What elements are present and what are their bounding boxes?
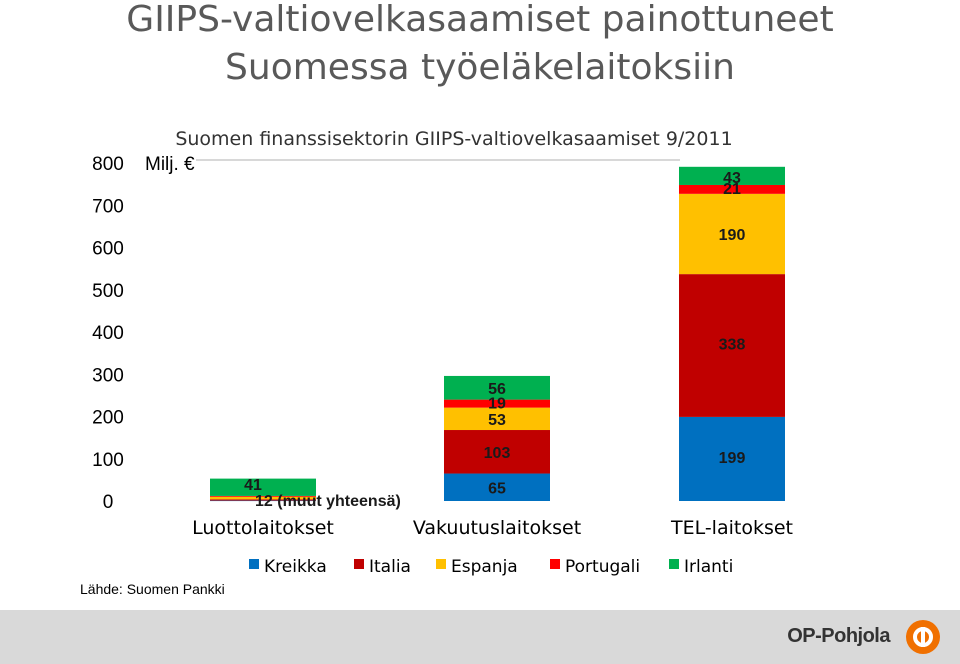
legend-label: Kreikka	[264, 557, 327, 577]
bar-segment	[210, 499, 316, 501]
legend-label: Irlanti	[684, 557, 733, 577]
footer-bar: OP-Pohjola	[0, 610, 960, 664]
legend: Kreikka Italia Espanja Portugali Irlanti	[249, 557, 733, 577]
bar-segment	[679, 416, 785, 501]
bar-segment	[679, 193, 785, 275]
bar-segment	[210, 500, 316, 502]
y-tick-label: 100	[92, 450, 124, 471]
x-category-label: Luottolaitokset	[192, 517, 334, 539]
bars	[210, 166, 785, 502]
bar-segment	[679, 184, 785, 194]
stacked-bar-chart: Suomen finanssisektorin GIIPS-valtiovelk…	[80, 128, 793, 597]
bar-segment	[444, 407, 550, 431]
x-axis-labels: Luottolaitokset Vakuutuslaitokset TEL-lait…	[192, 517, 793, 539]
data-label: 338	[719, 337, 746, 354]
data-label: 12 (muut yhteensä)	[255, 493, 401, 510]
source-note: Lähde: Suomen Pankki	[80, 581, 225, 597]
data-label: 65	[488, 480, 506, 497]
y-tick-label: 200	[92, 408, 124, 429]
x-category-label: Vakuutuslaitokset	[413, 517, 581, 539]
legend-swatch	[354, 559, 364, 569]
bar-segment	[444, 399, 550, 408]
y-axis-ticks: 0 100 200 300 400 500 600 700 800	[92, 154, 124, 513]
bar-segment	[444, 430, 550, 474]
y-tick-label: 300	[92, 365, 124, 386]
y-tick-label: 400	[92, 323, 124, 344]
data-label: 19	[488, 396, 506, 413]
bar-segment	[444, 375, 550, 400]
legend-swatch	[436, 559, 446, 569]
legend-label: Italia	[369, 557, 411, 577]
bar-segment	[679, 166, 785, 185]
op-logo-mark	[913, 627, 933, 647]
data-label: 103	[484, 445, 511, 462]
data-label: 41	[244, 477, 262, 494]
bar-segment	[444, 473, 550, 501]
page-title-line2: Suomessa työeläkelaitoksiin	[225, 47, 735, 88]
legend-label: Espanja	[451, 557, 518, 577]
op-logo-icon	[906, 620, 940, 654]
y-tick-label: 600	[92, 239, 124, 260]
y-tick-label: 700	[92, 196, 124, 217]
y-tick-label: 0	[103, 492, 114, 513]
bar-segment	[679, 274, 785, 417]
legend-swatch	[669, 559, 679, 569]
data-label: 21	[723, 181, 741, 198]
legend-label: Portugali	[565, 557, 640, 577]
legend-swatch	[249, 559, 259, 569]
bar-segment	[210, 478, 316, 496]
data-label: 199	[719, 450, 746, 467]
y-axis-unit-label: Milj. €	[145, 154, 195, 175]
data-label: 53	[488, 412, 506, 429]
y-tick-label: 800	[92, 154, 124, 175]
bar-segment	[210, 496, 316, 500]
y-tick-label: 500	[92, 281, 124, 302]
data-label: 43	[723, 170, 741, 187]
legend-swatch	[550, 559, 560, 569]
page-title-line1: GIIPS-valtiovelkasaamiset painottuneet	[126, 0, 834, 40]
data-label: 190	[719, 227, 746, 244]
brand-name: OP-Pohjola	[787, 625, 890, 647]
data-label: 56	[488, 381, 506, 398]
x-category-label: TEL-laitokset	[670, 517, 793, 539]
bar-segment	[210, 495, 316, 497]
chart-title: Suomen finanssisektorin GIIPS-valtiovelk…	[175, 128, 732, 150]
